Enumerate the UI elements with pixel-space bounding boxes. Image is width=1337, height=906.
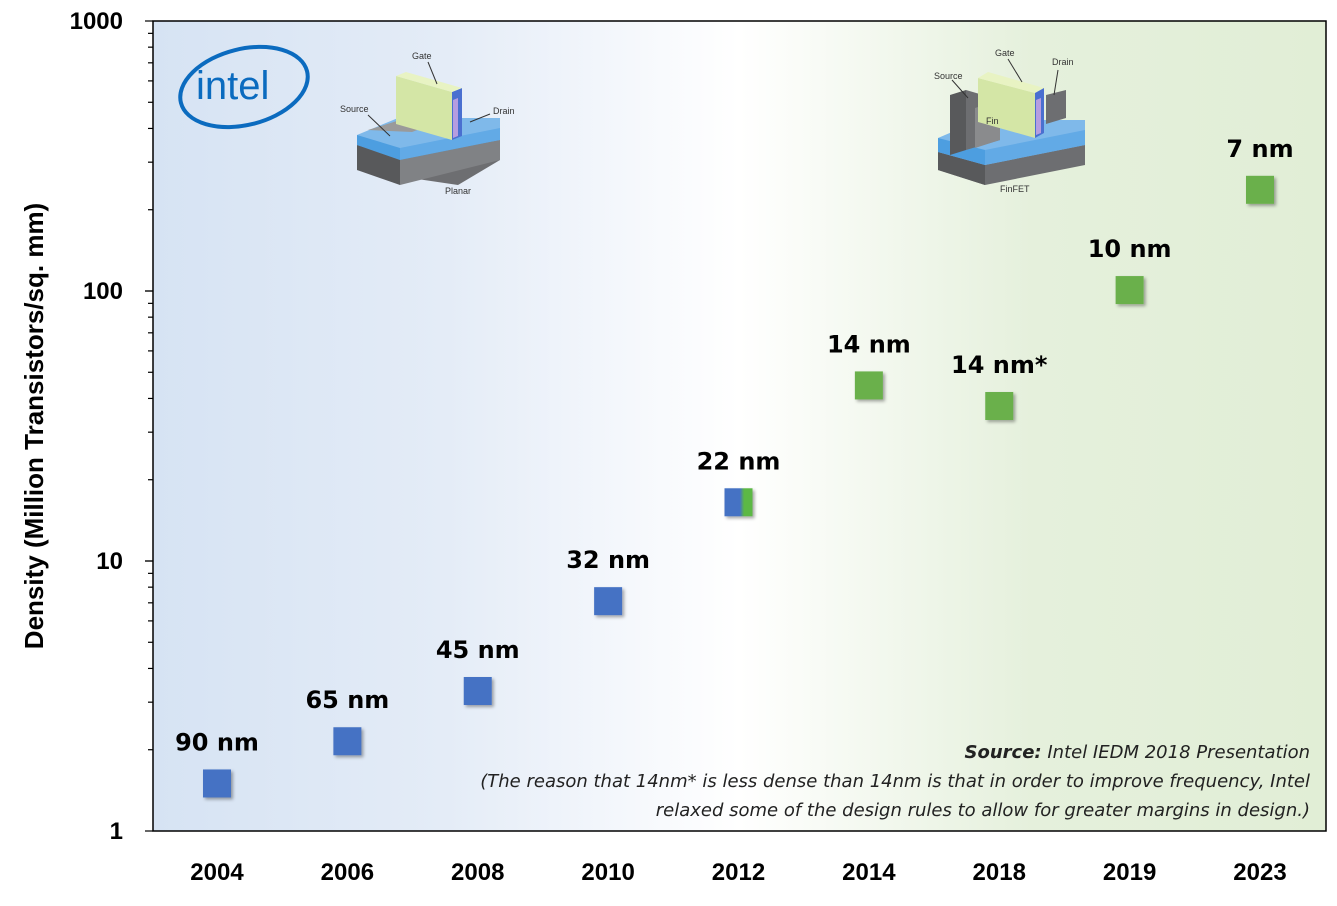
data-label: 14 nm <box>827 330 911 358</box>
data-label: 32 nm <box>566 546 650 574</box>
planar-caption: Planar <box>445 186 471 196</box>
data-label: 90 nm <box>175 728 259 756</box>
y-axis-tick-labels: 1 10 100 1000 <box>70 8 123 845</box>
planar-transistor-diagram: Gate Source Drain Planar <box>340 51 515 196</box>
data-label: 7 nm <box>1226 135 1293 163</box>
data-point <box>594 587 623 616</box>
x-tick-label: 2014 <box>842 859 896 886</box>
source-text: Intel IEDM 2018 Presentation <box>1041 742 1310 763</box>
y-tick-label: 10 <box>96 548 123 575</box>
data-label: 45 nm <box>436 636 520 664</box>
x-tick-label: 2012 <box>712 859 765 886</box>
data-point <box>724 488 753 517</box>
data-point <box>1115 276 1144 305</box>
finfet-caption: FinFET <box>1000 184 1030 194</box>
finfet-fin-label: Fin <box>986 116 999 126</box>
source-note-line2: (The reason that 14nm* is less dense tha… <box>480 771 1310 792</box>
x-axis-tick-labels: 2004 2006 2008 2010 2012 2014 2018 2019 2023 <box>190 859 1286 886</box>
planar-source-label: Source <box>340 104 369 114</box>
finfet-transistor-diagram: Gate Source Drain Fin FinFET <box>934 48 1085 194</box>
x-tick-label: 2023 <box>1233 859 1286 886</box>
finfet-gate-label: Gate <box>995 48 1015 58</box>
intel-logo: intel <box>178 44 310 130</box>
y-axis-label: Density (Million Transistors/sq. mm) <box>19 203 49 649</box>
data-point <box>333 727 362 756</box>
finfet-source-label: Source <box>934 71 963 81</box>
x-tick-label: 2019 <box>1103 859 1156 886</box>
x-tick-label: 2018 <box>973 859 1026 886</box>
y-tick-label: 1 <box>110 818 123 845</box>
y-tick-label: 1000 <box>70 8 123 35</box>
data-labels: 90 nm 65 nm 45 nm 32 nm 22 nm 14 nm 14 nm* 10 n… <box>175 135 1294 757</box>
plot-area <box>152 20 1327 832</box>
planar-gate-label: Gate <box>412 51 432 61</box>
data-point <box>854 371 883 400</box>
x-tick-label: 2008 <box>451 859 504 886</box>
data-label: 65 nm <box>305 686 389 714</box>
data-label: 22 nm <box>697 447 781 475</box>
x-tick-label: 2010 <box>581 859 634 886</box>
data-point <box>463 677 492 706</box>
source-label: Source: <box>964 742 1042 763</box>
data-point <box>985 392 1014 421</box>
svg-text:intel: intel <box>196 64 269 108</box>
x-tick-label: 2006 <box>321 859 374 886</box>
data-label: 14 nm* <box>951 351 1048 379</box>
y-axis-ticks <box>145 20 153 832</box>
x-tick-label: 2004 <box>190 859 244 886</box>
data-label: 10 nm <box>1088 235 1172 263</box>
data-point <box>1246 175 1274 204</box>
source-note-line1: Source: Intel IEDM 2018 Presentation <box>965 738 1310 767</box>
planar-drain-label: Drain <box>493 106 515 116</box>
source-note-line3: relaxed some of the design rules to allo… <box>655 800 1310 821</box>
data-point <box>203 769 231 798</box>
y-tick-label: 100 <box>83 278 123 305</box>
finfet-drain-label: Drain <box>1052 57 1074 67</box>
data-points <box>203 175 1274 798</box>
